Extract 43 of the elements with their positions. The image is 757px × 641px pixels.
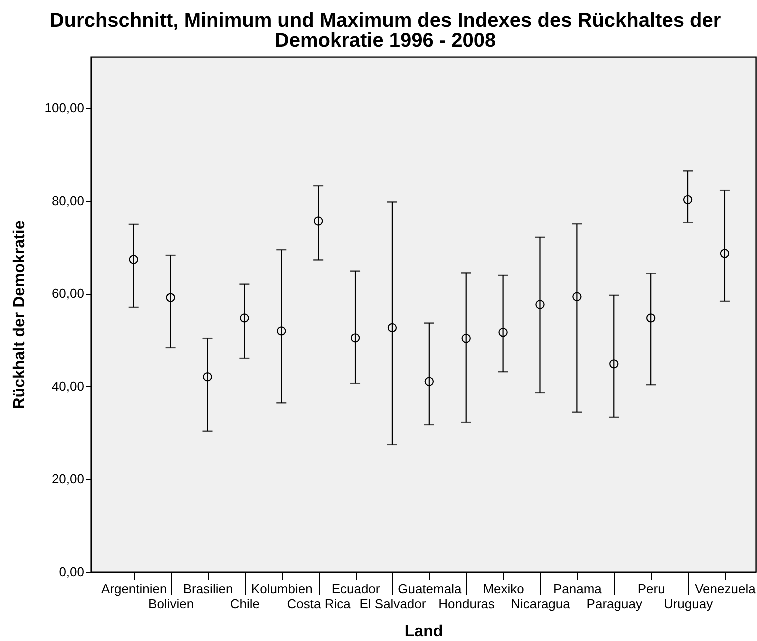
- point: [314, 216, 324, 226]
- x-tick-label: Bolivien: [148, 596, 194, 612]
- point: [277, 326, 286, 336]
- x-tick-label: Argentinien: [101, 582, 168, 596]
- point: [646, 314, 656, 323]
- x-tick-label: Uruguay: [664, 596, 714, 612]
- point: [388, 323, 398, 333]
- point: [203, 372, 212, 382]
- y-tick-label: 0,00: [59, 564, 84, 580]
- y-tick-label: 80,00: [52, 193, 84, 208]
- x-axis-title: Land: [404, 624, 444, 640]
- y-tick-label: 60,00: [52, 286, 84, 302]
- point: [536, 300, 545, 310]
- point: [129, 255, 138, 264]
- x-tick-label: El Salvador: [360, 596, 427, 612]
- y-tick-label: 100,00: [44, 100, 84, 116]
- x-tick-label: Peru: [638, 582, 666, 596]
- x-tick-label: Guatemala: [398, 582, 462, 596]
- point: [350, 334, 360, 343]
- point: [166, 293, 176, 302]
- x-tick-label: Nicaragua: [511, 596, 572, 612]
- x-tick-label: Venezuela: [695, 582, 757, 596]
- x-tick-label: Chile: [230, 596, 260, 612]
- x-tick-label: Honduras: [438, 596, 496, 612]
- y-tick-label: 40,00: [52, 378, 84, 394]
- y-axis-title: Rückhalt der Demokratie: [12, 220, 29, 410]
- point: [720, 249, 730, 258]
- x-tick-label: Ecuador: [332, 582, 381, 596]
- x-tick-label: Panama: [553, 582, 603, 596]
- x-tick-label: Kolumbien: [251, 582, 313, 596]
- y-tick-label: 20,00: [52, 472, 84, 487]
- point: [462, 334, 471, 344]
- point: [683, 195, 693, 204]
- x-tick-label: Paraguay: [586, 596, 643, 612]
- chart-title: Durchschnitt, Minimum und Maximum des Indexes des Rückhaltes der Demokratie 1996 - 2008: [50, 10, 722, 52]
- x-tick-label: Mexiko: [483, 582, 524, 596]
- point: [610, 360, 619, 369]
- point: [424, 377, 434, 386]
- point: [572, 292, 582, 302]
- point: [498, 328, 508, 338]
- point: [240, 314, 250, 323]
- x-tick-label: Brasilien: [183, 582, 234, 596]
- x-tick-label: Costa Rica: [287, 596, 352, 612]
